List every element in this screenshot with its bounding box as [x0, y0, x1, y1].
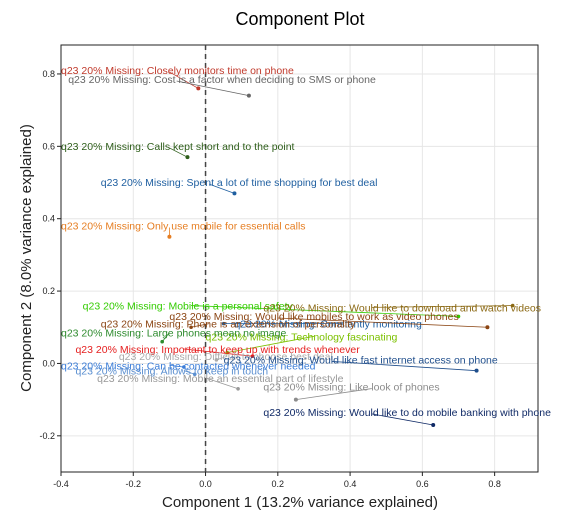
label-connector — [216, 355, 228, 361]
overlapping-point-label: q23 20% Missing: Would like to download … — [263, 302, 541, 314]
data-point — [182, 365, 186, 369]
data-point — [456, 314, 461, 319]
point-label: q23 20% Missing: Cost is a factor when d… — [68, 74, 376, 86]
data-point — [510, 303, 515, 308]
label-connector — [183, 370, 195, 375]
x-tick-label: 0.0 — [199, 479, 212, 489]
label-connector — [176, 80, 249, 97]
label-connector — [277, 317, 488, 328]
y-tick-label: 0.8 — [42, 69, 55, 79]
label-connector — [371, 413, 434, 426]
x-tick-label: 0.2 — [272, 479, 285, 489]
label-connector — [169, 71, 199, 89]
label-connector — [161, 332, 170, 342]
label-connector — [227, 335, 315, 353]
plot-area — [61, 45, 538, 472]
overlapping-point-label: q23 20% Missing: Phone is an extension o… — [101, 319, 356, 331]
data-point — [189, 325, 193, 330]
data-point — [474, 368, 479, 373]
label-connector — [205, 377, 239, 390]
label-connector — [331, 361, 477, 372]
overlapping-point-label: q23 20% Missing: Can be contacted whenev… — [61, 360, 316, 372]
point-label: q23 20% Missing: Would like fast interne… — [224, 354, 498, 366]
data-point — [246, 93, 251, 98]
data-point — [160, 339, 164, 344]
x-tick-label: -0.2 — [126, 479, 142, 489]
point-label: q23 20% Missing: Only use mobile for ess… — [61, 221, 306, 233]
label-connector — [183, 348, 253, 357]
point-label: q23 20% Missing: Closely monitors time o… — [61, 65, 294, 77]
data-point — [232, 191, 237, 196]
data-point — [214, 358, 219, 362]
data-point — [221, 321, 226, 326]
y-tick-label: 0.4 — [42, 214, 55, 224]
point-label: q23 20% Missing: Would like to do mobile… — [263, 407, 551, 419]
y-tick-label: 0.6 — [42, 141, 55, 151]
data-point — [250, 354, 255, 359]
data-point — [236, 386, 240, 391]
label-connector — [295, 388, 372, 401]
data-point — [196, 86, 201, 91]
y-tick-label: -0.2 — [39, 431, 55, 441]
point-label: q23 20% Missing: Calls kept short and to… — [61, 141, 295, 153]
data-point — [431, 422, 436, 427]
point-label: q23 20% Missing: Would like mobiles to w… — [169, 311, 458, 323]
label-connector — [169, 147, 188, 158]
overlapping-point-label: q23 20% Missing: Technology fascinating — [206, 331, 398, 343]
point-label: q23 20% Missing: Like look of phones — [263, 382, 439, 394]
x-axis-label: Component 1 (13.2% variance explained) — [162, 494, 438, 511]
data-point — [485, 325, 490, 330]
overlapping-point-label: q23 20% Missing: Large phones mean no im… — [61, 328, 286, 340]
overlapping-point-label: q23 20% Missing: Allows to keep in touch — [75, 366, 268, 378]
data-point — [167, 234, 172, 239]
overlapping-point-label: q23 20% Missing: Difficult to choose bes… — [119, 351, 333, 363]
label-connector — [169, 364, 184, 368]
y-axis-label: Component 2 (8.0% variance explained) — [18, 124, 35, 392]
x-tick-label: 0.4 — [344, 479, 357, 489]
label-connector — [371, 305, 513, 308]
data-point — [185, 155, 190, 160]
x-tick-label: -0.4 — [53, 479, 69, 489]
point-label: q23 20% Missing: Spent a lot of time sho… — [101, 177, 378, 189]
overlapping-point-label: q23 20% Missing: Important to keep up wi… — [75, 344, 360, 356]
x-tick-label: 0.6 — [416, 479, 429, 489]
label-connector — [191, 305, 459, 317]
chart-title: Component Plot — [235, 9, 364, 29]
plot-frame — [60, 44, 539, 473]
x-tick-label: 0.8 — [488, 479, 501, 489]
data-point — [192, 372, 197, 377]
label-connector — [209, 183, 235, 194]
y-tick-label: 0.0 — [42, 358, 55, 368]
data-point — [293, 397, 298, 402]
overlapping-point-label: q23 20% Missing: Constantly monitoring — [234, 319, 422, 331]
overlapping-point-label: q23 20% Missing: Mobile is a personal sa… — [83, 301, 294, 313]
label-connector — [191, 323, 210, 328]
overlapping-point-label: q23 20% Missing: Mobile an essential par… — [97, 373, 343, 385]
y-tick-label: 0.2 — [42, 286, 55, 296]
